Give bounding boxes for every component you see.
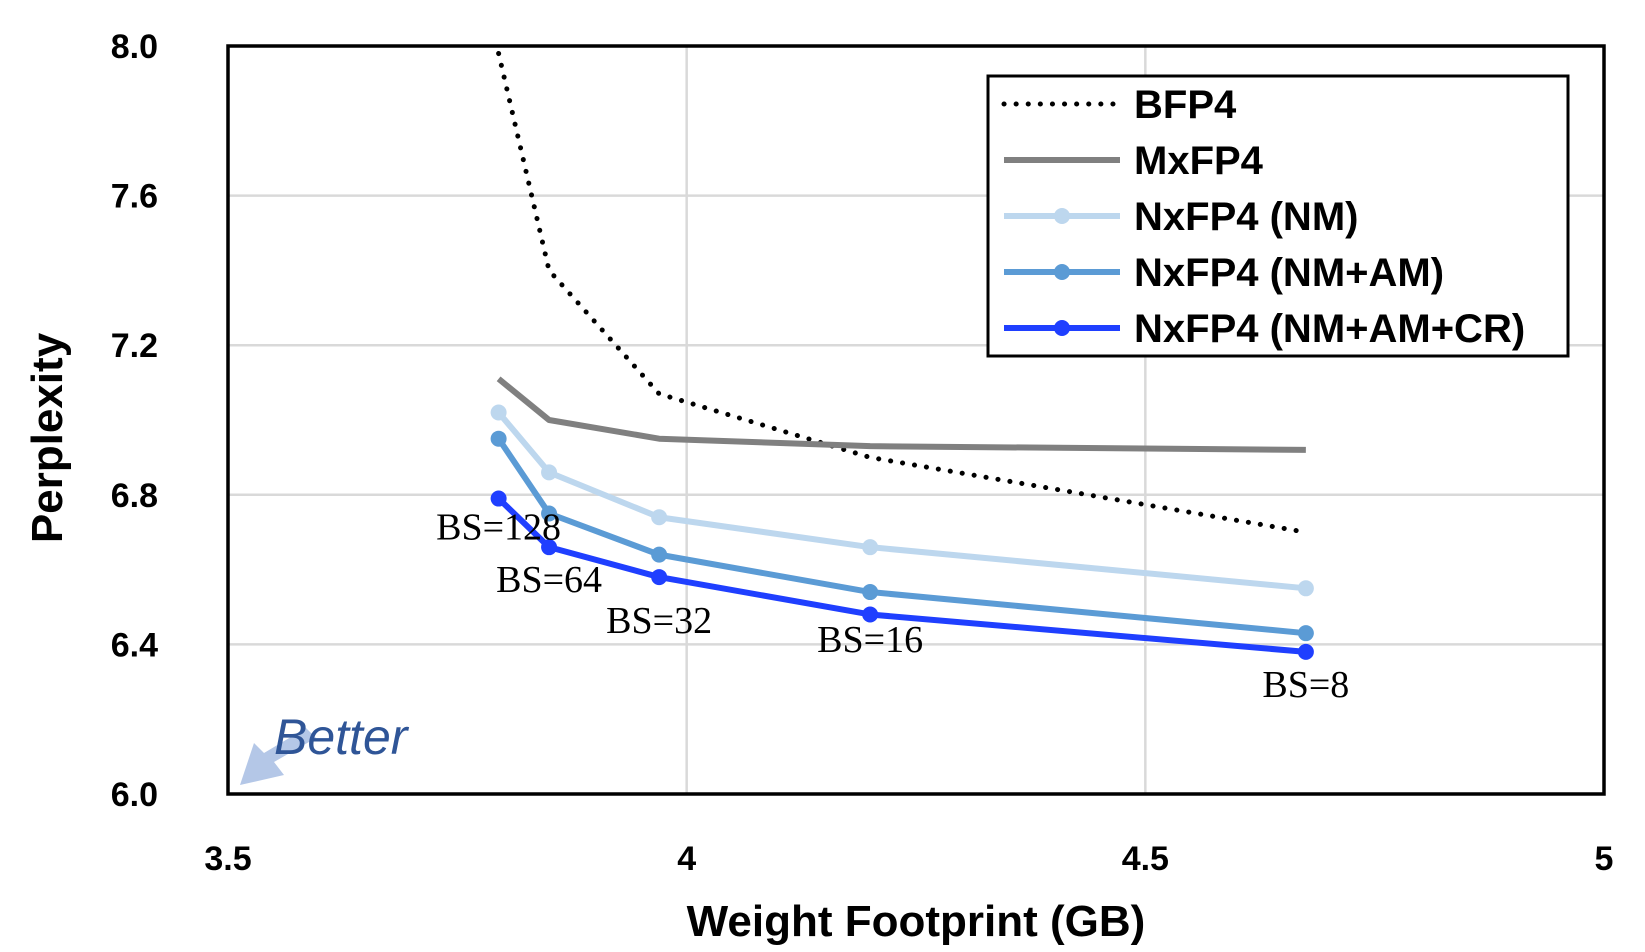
legend-label: NxFP4 (NM+AM+CR) [1134,307,1525,351]
legend-item: NxFP4 (NM+AM+CR) [1004,307,1525,351]
plot-frame [226,44,1606,796]
data-point [862,584,879,601]
legend-item: NxFP4 (NM+AM) [1004,251,1444,295]
legend-item: BFP4 [1001,83,1237,127]
legend-marker [1054,264,1070,280]
data-point [651,509,668,526]
legend-item: NxFP4 (NM) [1004,195,1358,239]
data-point [490,430,507,447]
x-tick-label: 5 [1595,840,1614,878]
series-group [490,50,1314,660]
data-point [651,569,668,586]
data-point [541,539,558,556]
y-tick-label: 6.0 [111,776,158,814]
series-nxfp4-nm-am-cr [490,490,1314,660]
data-point [862,539,879,556]
y-tick-label: 7.6 [111,178,158,216]
series-line-mxfp4 [496,376,1306,453]
annotation-bs-label: BS=64 [496,559,602,601]
annotation-bs-label: BS=32 [606,600,712,642]
legend-marker [1054,320,1070,336]
y-tick-label: 6.8 [111,477,158,515]
legend-marker [1054,208,1070,224]
y-tick-label: 6.4 [111,626,158,664]
series-bfp4 [496,50,1309,535]
better-indicator: Better [240,709,410,785]
data-point [651,546,668,563]
y-tick-label: 8.0 [111,28,158,66]
x-tick-label: 4 [677,840,696,878]
data-point [1297,580,1314,597]
series-nxfp4-nm-am [490,430,1314,642]
y-tick-label: 7.2 [111,327,158,365]
legend-label: NxFP4 (NM) [1134,195,1358,239]
series-line-bfp4 [496,50,1309,535]
x-tick-label: 3.5 [204,840,251,878]
data-point [1297,643,1314,660]
x-axis-ticks: 3.5 4 4.5 5 [204,840,1613,878]
legend-label: NxFP4 (NM+AM) [1134,251,1444,295]
annotation-bs-label: BS=16 [817,619,923,661]
data-point [541,464,558,481]
series-mxfp4 [496,376,1306,453]
annotation-bs-label: BS=128 [436,507,561,549]
y-axis-title: Perplexity [23,332,72,543]
data-point [1297,625,1314,642]
data-point [490,490,507,507]
better-arrow-icon [240,728,316,785]
series-line-nxfp4-nm [496,410,1307,592]
data-point [541,505,558,522]
better-label: Better [274,709,410,765]
data-point [862,606,879,623]
series-nxfp4-nm [490,404,1314,597]
legend: BFP4 MxFP4 NxFP4 (NM) NxFP4 (NM+AM) NxFP4 (N… [986,74,1570,358]
x-tick-label: 4.5 [1122,840,1169,878]
data-point [490,404,507,421]
y-axis-ticks: 6.0 6.4 6.8 7.2 7.6 8.0 [111,28,158,814]
x-axis-title: Weight Footprint (GB) [687,897,1146,946]
legend-item: MxFP4 [1004,139,1264,183]
legend-label: BFP4 [1134,83,1237,127]
legend-label: MxFP4 [1134,139,1264,183]
annotation-bs-label: BS=8 [1262,664,1349,706]
